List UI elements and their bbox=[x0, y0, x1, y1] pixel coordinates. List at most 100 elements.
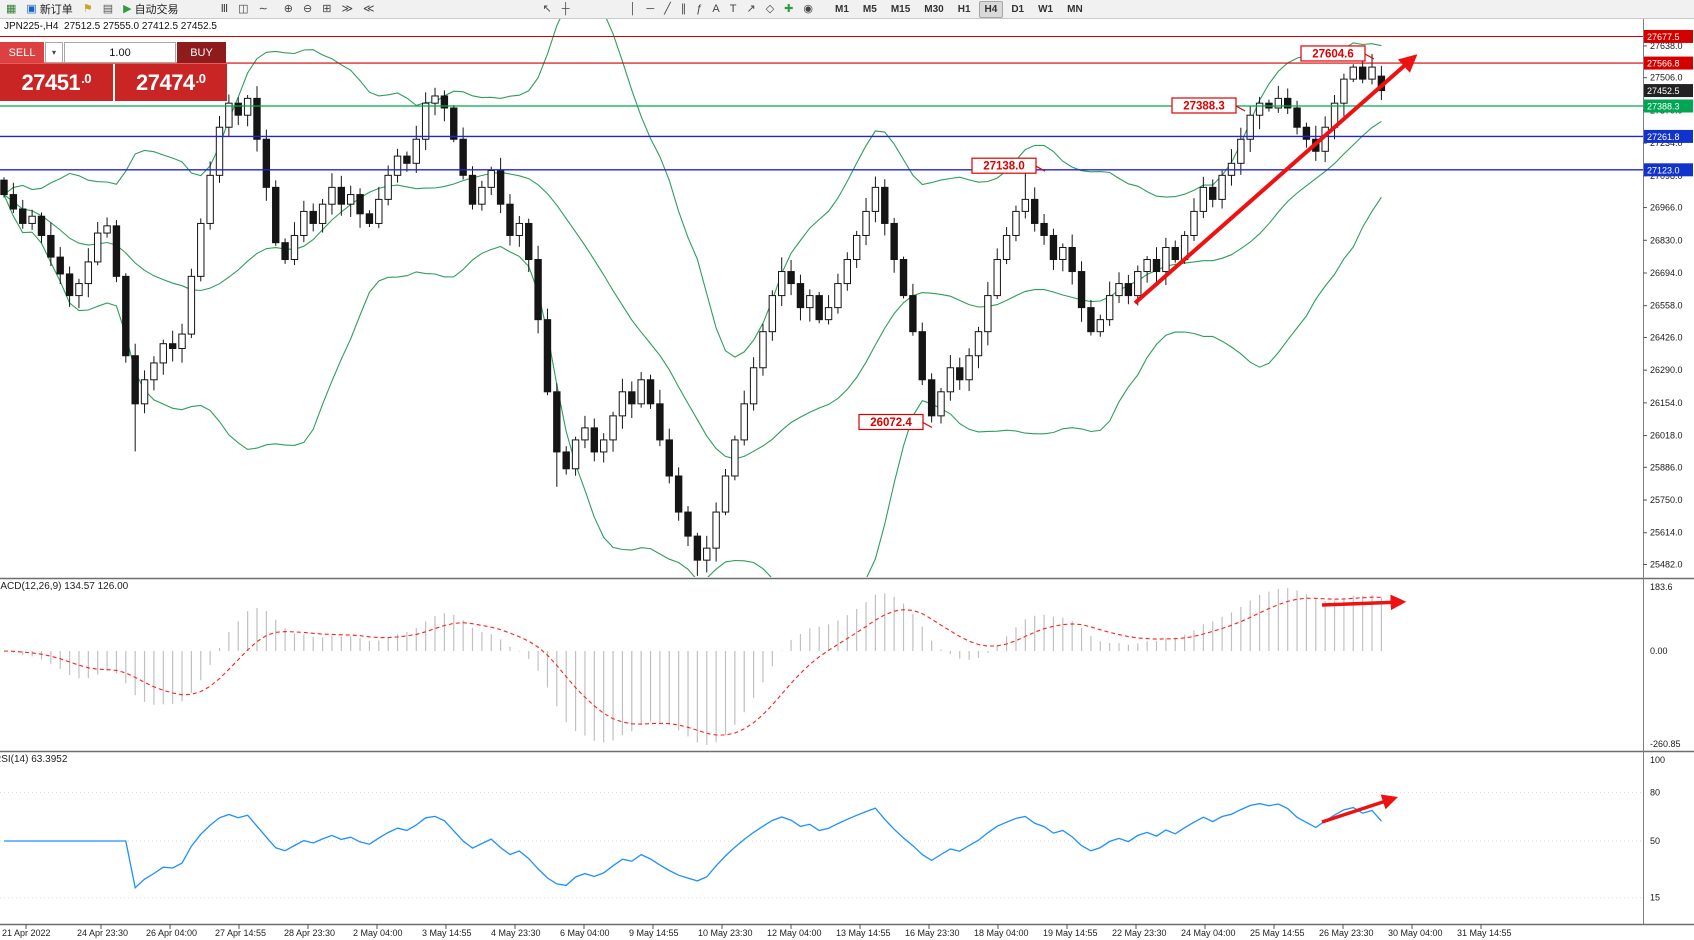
macd-arrow[interactable] bbox=[1321, 594, 1407, 611]
new-order-button-label: 新订单 bbox=[39, 4, 73, 16]
buy-price-main: 27474 bbox=[135, 69, 195, 95]
price-callout[interactable] bbox=[1171, 97, 1237, 114]
price-axis[interactable]: 27638.027506.027370.027234.027098.026966… bbox=[1643, 19, 1693, 924]
price-callout[interactable] bbox=[858, 413, 924, 431]
timeframe-m1-button[interactable]: M1 bbox=[835, 3, 849, 15]
zoom-in-icon: ⊕ bbox=[283, 2, 293, 15]
chart-shift-icon: ≪ bbox=[362, 2, 375, 15]
macd-axis-label: -260.85 bbox=[1650, 739, 1681, 749]
rsi-arrow[interactable] bbox=[1321, 794, 1398, 824]
price-axis-label: 27506.0 bbox=[1650, 73, 1683, 83]
zoom-in-icon[interactable]: ⊕ bbox=[280, 1, 297, 18]
time-axis-label: 16 May 23:30 bbox=[905, 928, 960, 938]
bollinger-bands[interactable] bbox=[3, 0, 1382, 599]
trendline-icon[interactable]: ╱ bbox=[660, 1, 675, 18]
macd-signal-line bbox=[3, 596, 1382, 736]
cursor-icon[interactable]: ↖ bbox=[538, 1, 555, 18]
volume-input[interactable] bbox=[64, 42, 176, 63]
timeframe-h4-button[interactable]: H4 bbox=[978, 0, 1004, 18]
sell-price-frac: .0 bbox=[81, 71, 92, 86]
price-axis-highlight bbox=[1644, 29, 1693, 43]
sell-price-main: 27451 bbox=[21, 69, 81, 95]
price-callouts: 27604.6 27388.3 27138.0 26072.4 bbox=[858, 45, 1375, 431]
price-axis-highlight bbox=[1644, 129, 1693, 143]
tile-windows-icon[interactable]: ⊞ bbox=[318, 1, 335, 18]
timeframe-d1-button[interactable]: D1 bbox=[1011, 3, 1025, 15]
svg-text:27388.3: 27388.3 bbox=[1647, 101, 1680, 111]
text-label-icon: T bbox=[729, 2, 737, 15]
file-group: ▦ ▣ 新订单 ⚑ ▤ ▶ 自动交易 bbox=[2, 1, 183, 18]
auto-trading-button[interactable]: ▶ 自动交易 bbox=[119, 1, 182, 18]
chart-shift-icon[interactable]: ≪ bbox=[359, 1, 379, 18]
arrow-object-icon[interactable]: ↗ bbox=[742, 1, 759, 18]
new-order-button[interactable]: ▣ 新订单 bbox=[22, 1, 76, 18]
trendline-icon: ╱ bbox=[664, 2, 671, 15]
chart-icon[interactable]: ▦ bbox=[2, 1, 20, 18]
symbol-ohlc-label: JPN225-,H4 27512.5 27555.0 27412.5 27452… bbox=[4, 21, 217, 32]
svg-text:27138.0: 27138.0 bbox=[983, 161, 1025, 173]
vertical-line-icon[interactable]: │ bbox=[625, 1, 640, 18]
channel-icon[interactable]: ∥ bbox=[677, 1, 691, 18]
horizontal-level-lines bbox=[0, 35, 1643, 171]
price-callout[interactable] bbox=[971, 157, 1037, 174]
tile-windows-icon: ⊞ bbox=[322, 2, 332, 15]
time-axis-label: 27 Apr 14:55 bbox=[215, 928, 266, 938]
bar-chart-icon[interactable]: Ⅲ bbox=[217, 1, 233, 18]
time-axis-label: 25 May 14:55 bbox=[1250, 928, 1305, 938]
timeframe-mn-button[interactable]: MN bbox=[1067, 3, 1083, 15]
price-callout[interactable] bbox=[1300, 45, 1366, 62]
time-axis[interactable]: 21 Apr 2022 24 Apr 23:30 26 Apr 04:00 27 Ap… bbox=[2, 924, 1512, 938]
timeframe-m15-button[interactable]: M15 bbox=[890, 3, 911, 15]
time-axis-label: 31 May 14:55 bbox=[1457, 928, 1512, 938]
auto-scroll-icon: ≫ bbox=[341, 2, 353, 15]
alerts-icon[interactable]: ⚑ bbox=[79, 1, 97, 18]
chart-plot-area[interactable] bbox=[0, 19, 1643, 924]
sell-price-display[interactable]: 27451.0 bbox=[0, 64, 113, 101]
candlestick-chart-icon[interactable]: ◫ bbox=[234, 1, 252, 18]
buy-price-display[interactable]: 27474.0 bbox=[114, 64, 227, 101]
shapes-icon: ◇ bbox=[765, 2, 775, 15]
price-axis-label: 26966.0 bbox=[1650, 203, 1683, 213]
rsi-panel bbox=[0, 791, 1643, 899]
crosshair-icon[interactable]: ┼ bbox=[558, 1, 574, 18]
add-indicator-icon[interactable]: ✚ bbox=[780, 1, 797, 18]
text-label-icon[interactable]: T bbox=[726, 1, 741, 18]
time-axis-label: 24 Apr 23:30 bbox=[77, 928, 128, 938]
auto-scroll-icon[interactable]: ≫ bbox=[337, 1, 357, 18]
auto-trading-button-label: 自动交易 bbox=[134, 4, 179, 16]
svg-text:27604.6: 27604.6 bbox=[1312, 48, 1354, 60]
price-axis-label: 25750.0 bbox=[1650, 495, 1683, 505]
chart-type-group: Ⅲ ◫ ∼ bbox=[217, 1, 272, 18]
chevron-down-icon: ▾ bbox=[51, 48, 56, 57]
periods-icon[interactable]: ◉ bbox=[799, 1, 817, 18]
price-axis-label: 25886.0 bbox=[1650, 462, 1683, 472]
objects-group: │ ─ ╱ ∥ ƒ A T ↗ ◇ ✚ ◉ bbox=[625, 1, 817, 18]
price-axis-label: 25482.0 bbox=[1650, 559, 1683, 569]
time-axis-label: 4 May 23:30 bbox=[491, 928, 541, 938]
svg-text:27566.8: 27566.8 bbox=[1647, 59, 1680, 69]
volume-dropdown-button[interactable]: ▾ bbox=[45, 42, 63, 63]
text-icon[interactable]: A bbox=[708, 1, 723, 18]
buy-button[interactable]: BUY bbox=[177, 42, 226, 63]
fibonacci-icon[interactable]: ƒ bbox=[692, 1, 706, 18]
zoom-out-icon[interactable]: ⊖ bbox=[299, 1, 316, 18]
data-window-icon: ▤ bbox=[102, 2, 114, 15]
sell-button[interactable]: SELL bbox=[0, 42, 44, 63]
timeframe-m30-button[interactable]: M30 bbox=[924, 3, 944, 15]
timeframe-w1-button[interactable]: W1 bbox=[1038, 3, 1054, 15]
zoom-group: ⊕ ⊖ ⊞ ≫ ≪ bbox=[280, 1, 379, 18]
shapes-icon[interactable]: ◇ bbox=[762, 1, 778, 18]
timeframe-h1-button[interactable]: H1 bbox=[957, 3, 971, 15]
horizontal-line-icon[interactable]: ─ bbox=[642, 1, 658, 18]
trend-arrow[interactable] bbox=[1133, 54, 1418, 305]
data-window-icon[interactable]: ▤ bbox=[99, 1, 117, 18]
zoom-out-icon: ⊖ bbox=[303, 2, 313, 15]
cursor-group: ↖ ┼ bbox=[538, 1, 573, 18]
time-axis-label: 2 May 04:00 bbox=[353, 928, 403, 938]
line-chart-icon[interactable]: ∼ bbox=[255, 1, 272, 18]
timeframe-m5-button[interactable]: M5 bbox=[862, 3, 877, 15]
price-axis-label: 26154.0 bbox=[1650, 398, 1683, 408]
auto-trading-icon: ▶ bbox=[123, 2, 132, 15]
trade-panel-prices: 27451.0 27474.0 bbox=[0, 64, 227, 101]
